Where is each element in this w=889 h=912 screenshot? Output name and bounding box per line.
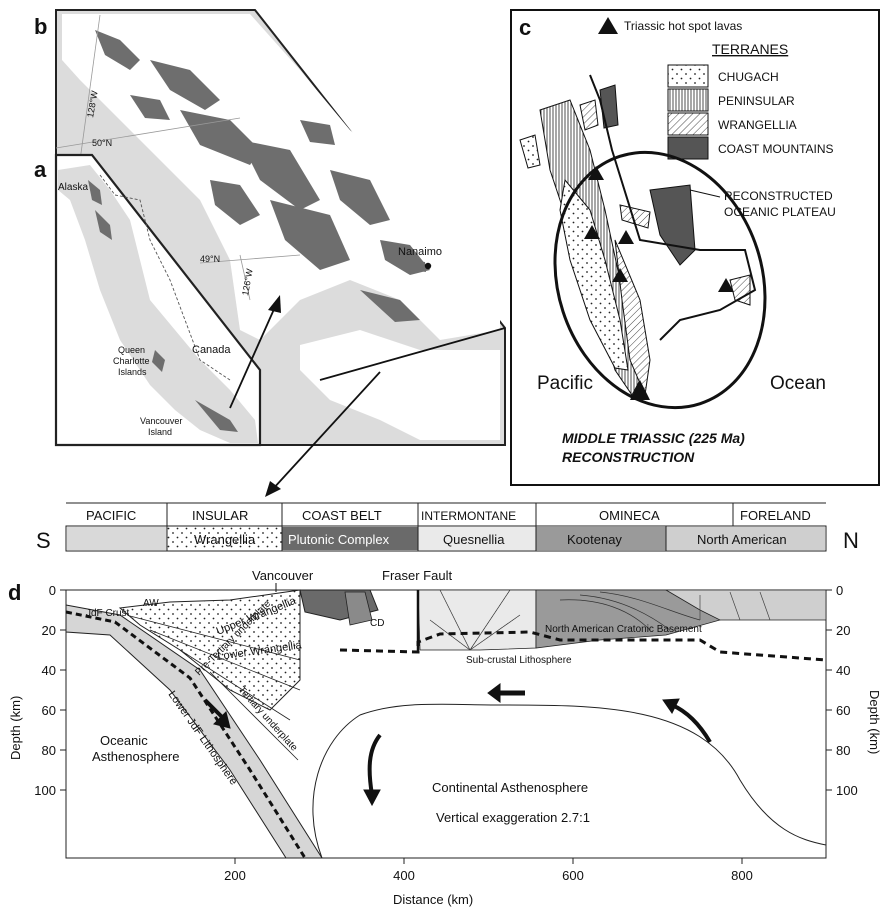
y-tick-label: 80 (42, 743, 56, 758)
belt-unit-5: North American (697, 532, 787, 547)
plateau-label-2: OCEANIC PLATEAU (724, 205, 836, 219)
belt-unit-3: Quesnellia (443, 532, 505, 547)
y-tick-label: 0 (49, 583, 56, 598)
plateau-label-1: RECONSTRUCTED (724, 189, 833, 203)
panel-c: c Triassic hot spot lavas TERRANES CHUGA… (510, 9, 880, 486)
tectonic-belts: S N PACIFIC INSULAR COAST BELT INTERMONT… (36, 502, 859, 553)
belt-intermontane-unit (418, 527, 536, 550)
terranes-title: TERRANES (712, 41, 788, 57)
south-label: S (36, 528, 51, 553)
vi-label-2: Island (148, 427, 172, 437)
terrane-label-0: CHUGACH (718, 70, 779, 84)
caption-line-1: MIDDLE TRIASSIC (225 Ma) (562, 430, 745, 446)
y-axis-label-left: Depth (km) (8, 696, 23, 760)
unit-oceanic-2: Asthenosphere (92, 749, 179, 764)
terrane-label-1: PENINSULAR (718, 94, 795, 108)
belt-omineca-unit (536, 527, 666, 550)
lon126-label: 126°W (240, 267, 255, 296)
vi-label-1: Vancouver (140, 416, 182, 426)
x-tick-label: 200 (224, 868, 246, 883)
y-tick-label: 20 (42, 623, 56, 638)
panel-d-label: d (8, 580, 21, 605)
y-tick-label: 80 (836, 743, 850, 758)
qci-label-2: Charlotte (113, 356, 150, 366)
y-tick-label: 60 (836, 703, 850, 718)
belt-name-4: OMINECA (599, 508, 660, 523)
belt-name-3: INTERMONTANE (421, 509, 516, 523)
unit-subcrustal: Sub-crustal Lithosphere (466, 655, 572, 666)
swatch-coast-mountains (667, 136, 709, 160)
x-axis-label: Distance (km) (393, 892, 473, 907)
panel-a-map: Alaska Canada Queen Charlotte Islands Va… (54, 153, 281, 447)
lat49-label: 49°N (200, 254, 220, 264)
nanaimo-dot (424, 262, 432, 270)
vancouver-label: Vancouver (252, 568, 314, 583)
belt-name-1: INSULAR (192, 508, 248, 523)
lat50-label: 50°N (92, 138, 112, 148)
unit-cont-asth: Continental Asthenosphere (432, 780, 588, 795)
unit-na-basement: North American Cratonic Basement (545, 624, 702, 635)
qci-label-1: Queen (118, 345, 145, 355)
y-axis-label-right: Depth (km) (867, 690, 882, 754)
fraser-fault-label: Fraser Fault (382, 568, 452, 583)
lon128-label: 128°W (85, 89, 100, 118)
y-tick-label: 40 (836, 663, 850, 678)
belt-unit-1: Wrangellia (194, 532, 256, 547)
x-tick-label: 800 (731, 868, 753, 883)
y-tick-label: 40 (42, 663, 56, 678)
north-label: N (843, 528, 859, 553)
y-tick-label: 100 (836, 783, 858, 798)
alaska-label: Alaska (58, 182, 88, 193)
belt-foreland-unit (666, 527, 825, 550)
belt-coast-unit (282, 527, 418, 550)
caption-line-2: RECONSTRUCTION (562, 449, 695, 465)
belt-pacific-unit (67, 527, 167, 550)
unit-oceanic-1: Oceanic (100, 733, 148, 748)
swatch-chugach (667, 64, 709, 88)
pacific-label: Pacific (537, 373, 593, 394)
x-tick-label: 600 (562, 868, 584, 883)
belt-unit-4: Kootenay (567, 532, 622, 547)
belt-name-2: COAST BELT (302, 508, 382, 523)
panel-d-section: d (8, 568, 882, 907)
panel-c-label: c (519, 15, 531, 40)
y-tick-label: 0 (836, 583, 843, 598)
y-tick-label: 60 (42, 703, 56, 718)
unit-aw: AW (143, 598, 159, 609)
terrane-label-3: COAST MOUNTAINS (718, 142, 834, 156)
belt-name-0: PACIFIC (86, 508, 136, 523)
hotspot-legend-icon (598, 17, 618, 34)
unit-jdf-crust: JdF Crust (86, 608, 130, 619)
nanaimo-label: Nanaimo (398, 246, 442, 258)
swatch-wrangellia (667, 112, 709, 136)
terrane-label-2: WRANGELLIA (718, 118, 797, 132)
panel-a-label: a (34, 157, 47, 182)
qci-label-3: Islands (118, 367, 147, 377)
belt-insular-unit (167, 527, 282, 550)
belt-name-5: FORELAND (740, 508, 811, 523)
panel-b-label: b (34, 14, 47, 39)
ocean-label: Ocean (770, 373, 826, 394)
x-tick-label: 400 (393, 868, 415, 883)
unit-cd: CD (370, 618, 384, 629)
hotspot-legend-label: Triassic hot spot lavas (624, 19, 742, 33)
canada-label: Canada (192, 344, 231, 356)
unit-vert-exag: Vertical exaggeration 2.7:1 (436, 810, 590, 825)
swatch-peninsular (667, 88, 709, 112)
y-tick-label: 20 (836, 623, 850, 638)
y-tick-label: 100 (34, 783, 56, 798)
belt-unit-2: Plutonic Complex (288, 532, 390, 547)
